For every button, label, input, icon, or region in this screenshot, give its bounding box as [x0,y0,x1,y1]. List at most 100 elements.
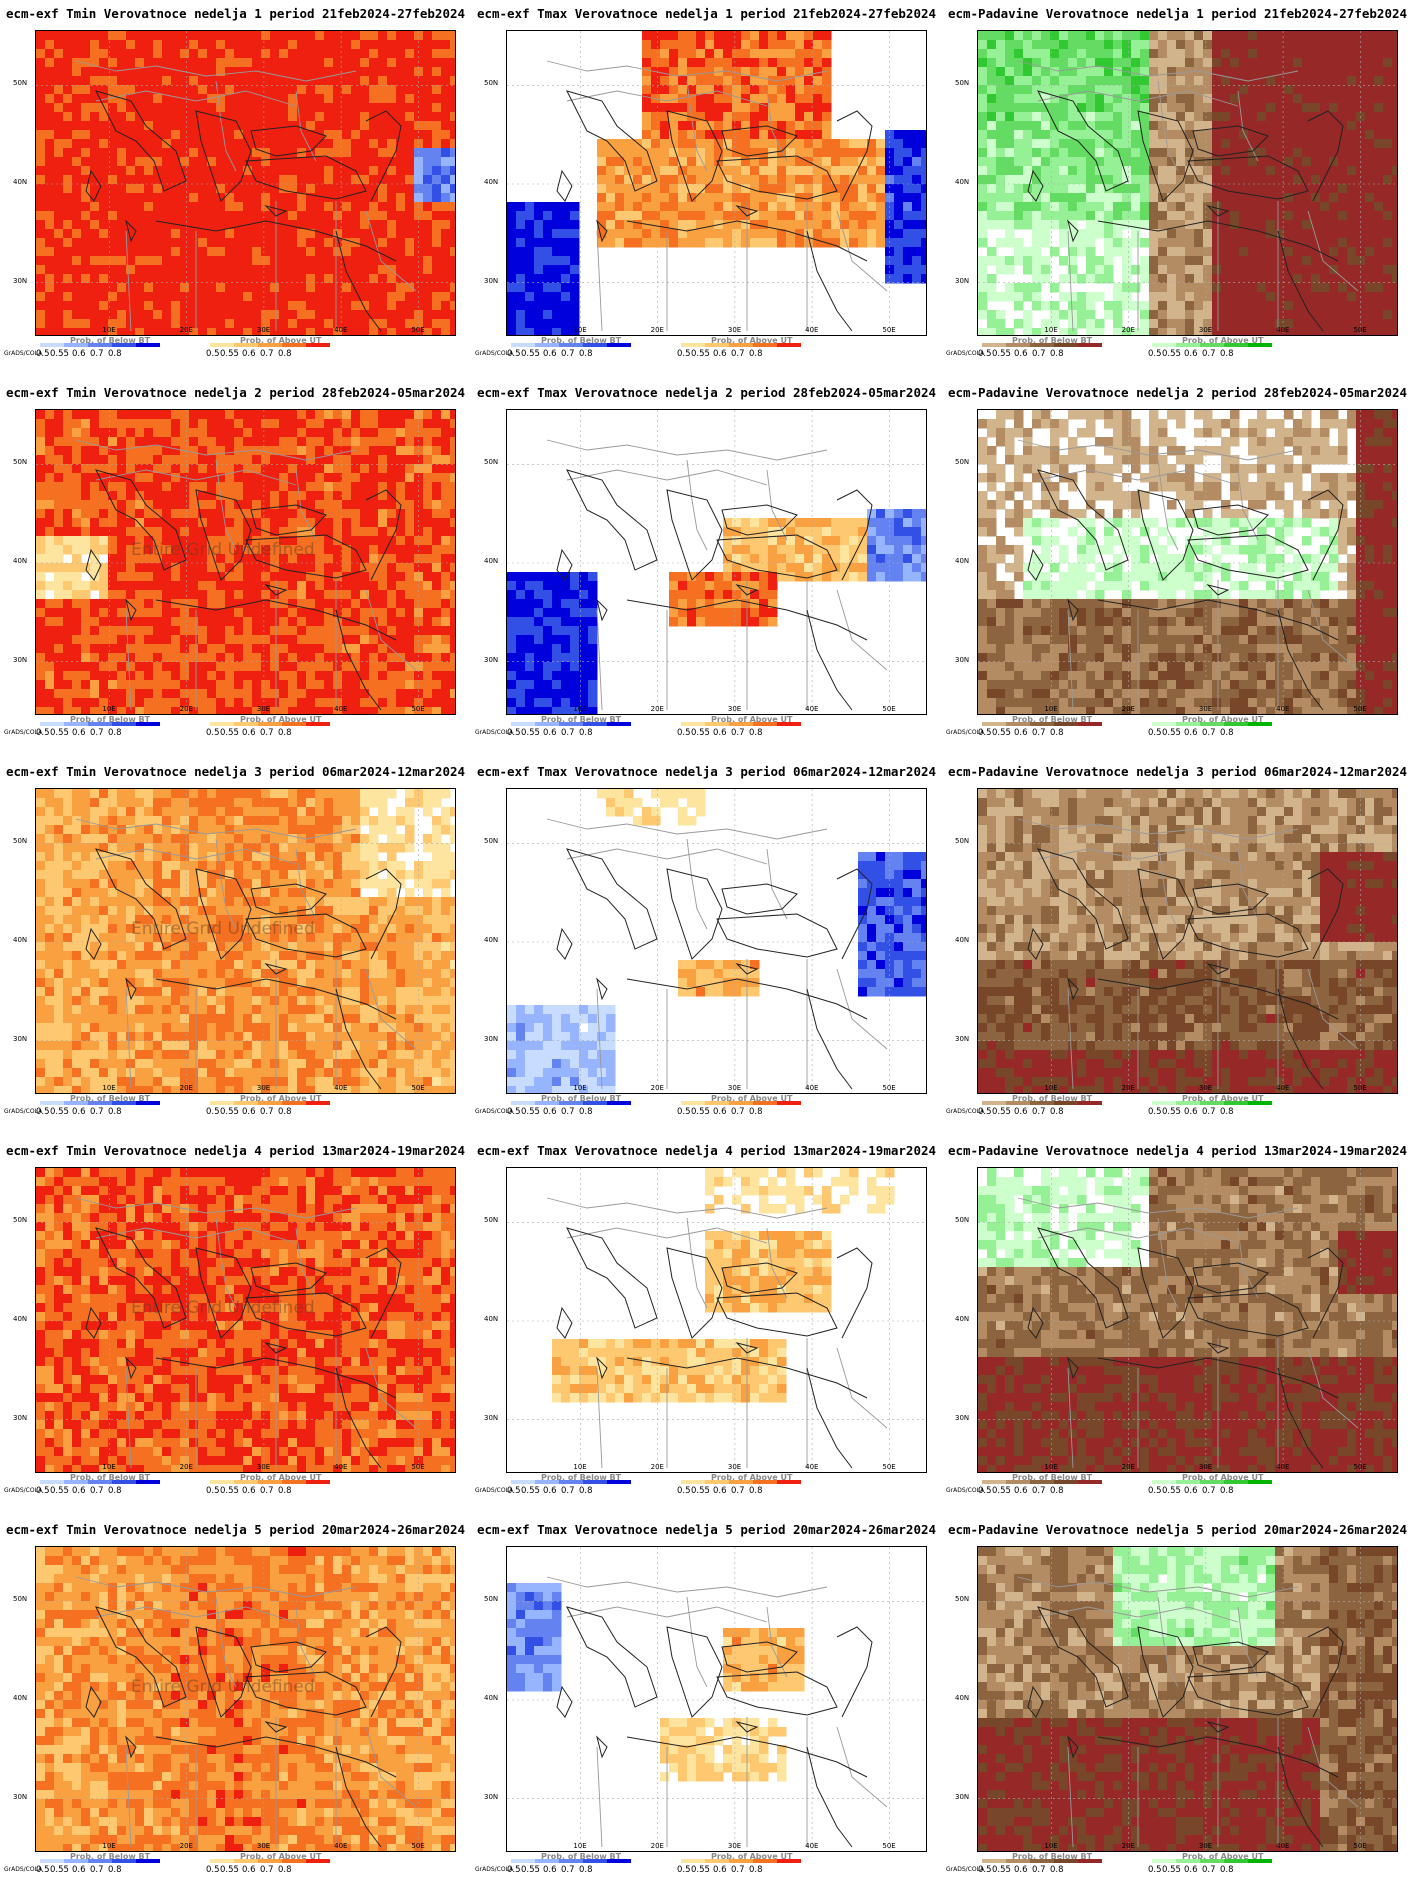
probability-cell [225,49,235,59]
probability-cell [1284,58,1294,68]
probability-cell [351,292,361,302]
probability-cell [1023,58,1033,68]
probability-cell [378,554,388,564]
probability-cell [1194,166,1204,176]
probability-cell [1320,148,1330,158]
probability-cell [1329,220,1339,230]
probability-cell [216,31,226,41]
probability-cell [1131,238,1141,248]
probability-cell [978,94,988,104]
probability-cell [198,428,208,438]
probability-cell [1167,121,1177,131]
probability-cell [333,283,343,293]
probability-cell [1023,148,1033,158]
probability-cell [45,428,55,438]
probability-cell [90,328,100,335]
probability-cell [978,274,988,284]
probability-cell [1266,49,1276,59]
probability-cell [1131,265,1141,275]
probability-cell [1248,265,1258,275]
probability-cell [1086,157,1096,167]
probability-cell [1014,292,1024,302]
probability-cell [378,500,388,510]
probability-cell [108,283,118,293]
probability-cell [63,112,73,122]
legend-swatch [210,343,234,347]
probability-cell [252,410,262,420]
probability-cell [387,85,397,95]
probability-cell [441,121,451,131]
probability-cell [162,428,172,438]
probability-cell [324,256,334,266]
probability-cell [108,202,118,212]
probability-cell [144,428,154,438]
probability-cell [1311,49,1321,59]
probability-cell [180,274,190,284]
probability-cell [894,265,904,275]
probability-cell [252,491,262,501]
probability-cell [333,112,343,122]
probability-cell [324,301,334,311]
probability-cell [1392,157,1397,167]
probability-cell [1374,220,1384,230]
probability-cell [54,464,64,474]
legend-tick-label: 0.7 [260,349,274,359]
probability-cell [63,410,73,420]
probability-cell [342,509,352,519]
probability-cell [651,184,661,194]
probability-cell [642,238,652,248]
probability-cell [54,58,64,68]
probability-cell [423,49,433,59]
probability-cell [651,49,661,59]
coastline [125,219,137,243]
coastline [264,205,288,217]
probability-cell [90,536,100,546]
probability-cell [1284,256,1294,266]
probability-cell [1149,247,1159,257]
probability-cell [315,446,325,456]
probability-cell [117,310,127,320]
probability-cell [1005,175,1015,185]
probability-cell [450,211,455,221]
probability-cell [1149,157,1159,167]
probability-cell [135,446,145,456]
probability-cell [1392,121,1397,131]
probability-cell [1230,49,1240,59]
probability-cell [432,139,442,149]
probability-cell [117,139,127,149]
probability-cell [153,130,163,140]
probability-cell [72,40,82,50]
probability-cell [99,202,109,212]
probability-cell [198,410,208,420]
probability-cell [378,94,388,104]
probability-cell [414,121,424,131]
probability-cell [624,193,634,203]
probability-cell [1383,157,1393,167]
probability-cell [768,229,778,239]
probability-cell [996,157,1006,167]
probability-cell [1230,67,1240,77]
probability-cell [1077,175,1087,185]
probability-cell [987,31,997,41]
probability-cell [360,130,370,140]
probability-cell [414,103,424,113]
probability-cell [270,500,280,510]
probability-cell [1176,184,1186,194]
probability-cell [288,437,298,447]
probability-cell [1194,58,1204,68]
probability-cell [108,211,118,221]
probability-map [35,30,456,336]
probability-cell [813,103,823,113]
probability-cell [1257,130,1267,140]
probability-cell [162,49,172,59]
probability-cell [669,157,679,167]
probability-cell [1347,274,1357,284]
colorbar-legend: Prob. of Above UT 0.5 0.55 0.6 0.7 0.8 [671,336,841,367]
probability-cell [1311,103,1321,113]
probability-cell [1239,310,1249,320]
probability-cell [1257,301,1267,311]
probability-cell [1320,193,1330,203]
probability-cell [1383,49,1393,59]
probability-cell [45,256,55,266]
probability-cell [714,148,724,158]
